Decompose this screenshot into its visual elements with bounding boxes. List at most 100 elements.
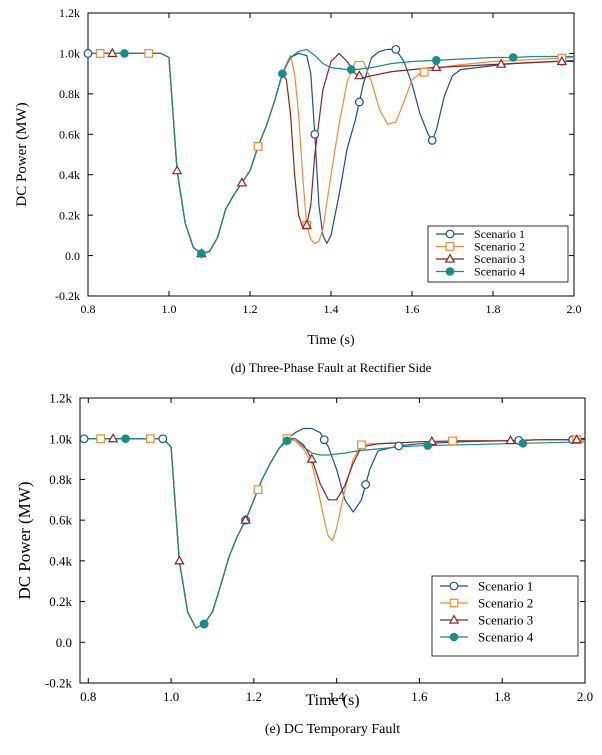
y-tick-label: 0.6k xyxy=(49,513,72,528)
chart-panel: 0.8 1.0 1.2 1.4 1.6 1.8 2.0 -0.2k 0.0 0.2k 0.4k 0.6… xyxy=(15,391,593,737)
data-point xyxy=(199,619,209,629)
data-point xyxy=(236,177,248,187)
legend-marker xyxy=(445,267,455,276)
x-tick-label: 1.0 xyxy=(162,302,177,316)
y-tick-label: 0.4k xyxy=(59,168,80,182)
data-point xyxy=(427,135,437,145)
data-point xyxy=(310,129,320,139)
data-point xyxy=(391,44,401,54)
plot-frame xyxy=(79,397,586,684)
data-point xyxy=(158,434,168,444)
legend-marker xyxy=(449,632,459,642)
x-tick-label: 1.8 xyxy=(486,302,501,316)
data-point xyxy=(121,434,130,444)
y-tick-label: 1.0k xyxy=(49,431,72,446)
data-point xyxy=(361,480,371,489)
data-point xyxy=(357,440,366,450)
data-point xyxy=(319,435,329,445)
y-tick-label: 1.2k xyxy=(59,6,80,20)
series-line xyxy=(88,48,574,255)
legend-marker xyxy=(449,581,459,591)
data-point xyxy=(240,514,251,524)
x-axis-label: Time (s) xyxy=(305,692,359,709)
data-point xyxy=(354,97,364,107)
x-tick-label: 1.2 xyxy=(243,302,258,316)
data-point xyxy=(174,555,185,565)
data-point xyxy=(171,165,183,175)
data-point xyxy=(282,436,292,446)
legend-marker xyxy=(448,614,460,624)
y-tick-label: 0.2k xyxy=(49,594,72,609)
data-point xyxy=(120,49,129,58)
data-point xyxy=(354,70,365,80)
legend-marker xyxy=(449,598,459,608)
y-tick-label: 0.6k xyxy=(59,127,80,141)
data-point xyxy=(571,434,582,444)
data-point xyxy=(301,219,312,229)
chart-panel: 0.8 1.0 1.2 1.4 1.6 1.8 2.0 -0.2k 0.0 0.2k 0.4k 0.6… xyxy=(14,6,582,375)
x-tick-label: 0.8 xyxy=(80,689,96,704)
legend-label: Scenario 4 xyxy=(474,265,525,279)
x-tick-label: 2.0 xyxy=(567,302,582,316)
data-point xyxy=(144,49,154,58)
x-tick-label: 1.4 xyxy=(329,689,346,704)
series-line xyxy=(88,48,575,255)
legend-label: Scenario 1 xyxy=(478,579,533,594)
y-axis-label: DC Power (MW) xyxy=(14,102,30,206)
data-point xyxy=(448,436,457,446)
data-point xyxy=(394,441,404,451)
x-tick-label: 0.8 xyxy=(81,302,96,316)
data-point xyxy=(419,67,429,77)
legend-label: Scenario 4 xyxy=(478,630,534,645)
x-tick-label: 1.8 xyxy=(494,689,510,704)
y-tick-label: 0.8k xyxy=(59,87,80,101)
data-point xyxy=(278,69,287,78)
data-point xyxy=(508,53,518,62)
legend-label: Scenario 3 xyxy=(478,613,533,628)
legend-marker xyxy=(444,253,456,263)
data-point xyxy=(431,61,442,72)
y-tick-label: -0.2k xyxy=(55,289,80,303)
legend-marker xyxy=(445,242,455,251)
data-point xyxy=(95,49,105,58)
y-axis-label: DC Power (MW) xyxy=(15,481,34,599)
legend-marker xyxy=(445,229,455,239)
data-point xyxy=(253,485,263,495)
x-tick-label: 1.6 xyxy=(405,302,420,316)
data-point xyxy=(495,58,507,68)
y-tick-label: 0.2k xyxy=(59,208,80,222)
y-tick-label: 0.8k xyxy=(49,472,72,487)
data-point xyxy=(145,434,155,444)
x-tick-label: 1.0 xyxy=(163,689,179,704)
data-point xyxy=(556,55,568,66)
x-tick-label: 1.6 xyxy=(411,689,428,704)
data-point xyxy=(197,249,206,258)
data-point xyxy=(96,434,106,444)
x-tick-label: 1.4 xyxy=(324,302,339,316)
data-point xyxy=(107,433,119,443)
x-tick-label: 1.2 xyxy=(246,689,262,704)
legend-label: Scenario 2 xyxy=(474,240,525,254)
data-point xyxy=(518,438,528,448)
series-line xyxy=(88,52,574,255)
x-axis-label: Time (s) xyxy=(307,333,355,348)
chart-caption: (e) DC Temporary Fault xyxy=(265,722,400,737)
data-point xyxy=(79,434,89,444)
data-point xyxy=(306,453,318,463)
data-point xyxy=(423,441,433,450)
data-point xyxy=(505,434,516,445)
y-tick-label: 0.4k xyxy=(49,553,72,568)
x-tick-label: 2.0 xyxy=(577,689,593,704)
data-point xyxy=(83,49,93,58)
legend-label: Scenario 2 xyxy=(478,596,533,611)
series-line xyxy=(88,52,575,255)
legend-label: Scenario 3 xyxy=(474,252,525,266)
data-point xyxy=(253,142,263,151)
chart-caption: (d) Three-Phase Fault at Rectifier Side xyxy=(231,360,432,375)
y-tick-label: 0.0 xyxy=(65,249,80,263)
legend-label: Scenario 1 xyxy=(474,227,525,241)
y-tick-label: 0.0 xyxy=(56,635,72,650)
y-tick-label: -0.2k xyxy=(45,676,73,691)
y-tick-label: 1.0k xyxy=(59,47,80,61)
